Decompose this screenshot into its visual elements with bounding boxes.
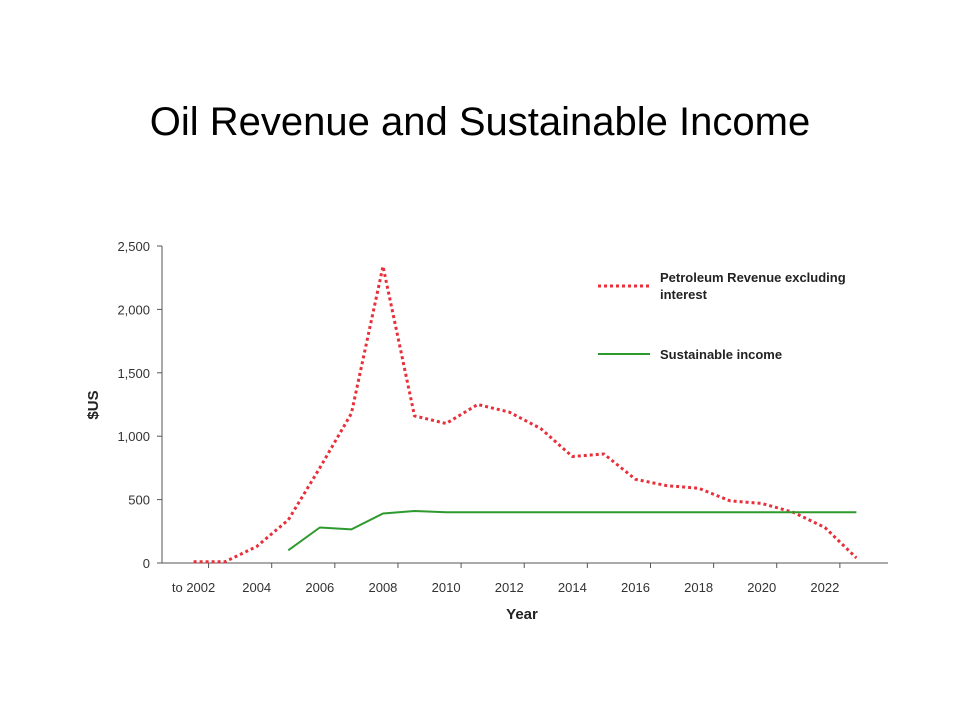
x-axis: to 2002 2004 2006 2008 2010 2012 2014 2016 2018 2…	[162, 562, 888, 623]
y-tick-label: 2,500	[117, 239, 150, 254]
y-tick-label: 0	[143, 556, 150, 571]
y-tick-label: 1,000	[117, 429, 150, 444]
legend-label: Sustainable income	[660, 347, 782, 362]
y-ticks: 0 500 1,000 1,500 2,000 2,500	[117, 239, 162, 571]
x-ticks: to 2002 2004 2006 2008 2010 2012 2014 2016 2018 2…	[172, 563, 841, 595]
x-axis-title: Year	[506, 606, 538, 623]
x-tick-label: 2012	[495, 580, 524, 595]
x-tick-label: 2016	[621, 580, 650, 595]
petroleum-revenue-line	[193, 264, 858, 564]
x-tick-label: 2020	[747, 580, 776, 595]
series-layer	[193, 264, 858, 564]
y-tick-label: 500	[128, 493, 150, 508]
legend-label: interest	[660, 287, 708, 302]
x-tick-label: 2010	[432, 580, 461, 595]
x-tick-label: 2008	[368, 580, 397, 595]
page-title: Oil Revenue and Sustainable Income	[149, 100, 811, 144]
y-axis-title: $US	[85, 390, 102, 419]
legend-label: Petroleum Revenue excluding	[660, 270, 846, 285]
x-tick-label: 2022	[810, 580, 839, 595]
x-tick-label: 2018	[684, 580, 713, 595]
y-axis: 0 500 1,000 1,500 2,000 2,500 $US	[85, 239, 163, 571]
chart-legend: Petroleum Revenue excluding interest Susta…	[598, 270, 846, 362]
y-tick-label: 2,000	[117, 302, 150, 317]
x-tick-label: 2004	[242, 580, 271, 595]
x-tick-label: 2014	[558, 580, 587, 595]
sustainable-income-line	[287, 510, 857, 552]
x-tick-label: to 2002	[172, 580, 215, 595]
x-tick-label: 2006	[305, 580, 334, 595]
y-tick-label: 1,500	[117, 366, 150, 381]
